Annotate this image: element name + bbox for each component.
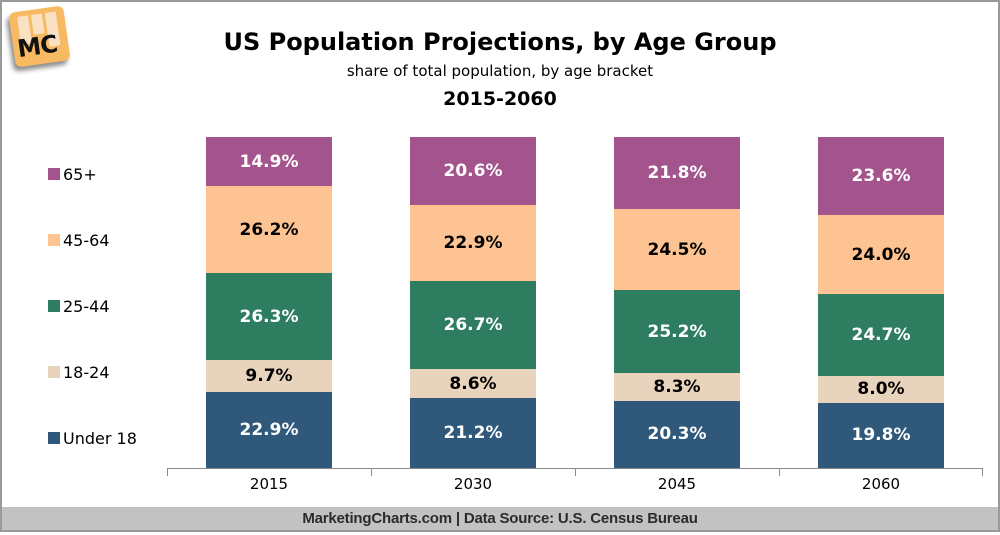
segment-value-label: 23.6%	[851, 166, 911, 187]
stacked-bar-plot: 14.9% 26.2% 26.3% 9.7% 22.9% 2015 20.6% 22.9% 26…	[167, 137, 983, 493]
segment-value-label: 25.2%	[647, 321, 707, 342]
bar-group: 20.6% 22.9% 26.7% 8.6% 21.2% 2030	[371, 137, 575, 493]
legend-swatch	[48, 366, 60, 378]
bar-segment: 14.9%	[206, 137, 332, 187]
segment-value-label: 8.6%	[449, 373, 497, 394]
legend-item: 45-64	[48, 230, 137, 250]
segment-value-label: 20.6%	[443, 161, 503, 182]
legend-swatch	[48, 234, 60, 246]
chart-legend: 65+ 45-64 25-44 18-24 Under 18	[48, 164, 137, 494]
segment-value-label: 26.7%	[443, 315, 503, 336]
x-axis-label: 2060	[861, 475, 901, 493]
bar-segment: 20.6%	[410, 137, 536, 206]
attribution-text: MarketingCharts.com | Data Source: U.S. …	[302, 510, 698, 527]
legend-label: 65+	[63, 164, 97, 184]
bar-segment: 26.7%	[410, 280, 536, 370]
axis-tick	[167, 468, 168, 476]
segment-value-label: 19.8%	[851, 425, 911, 446]
segment-value-label: 8.3%	[653, 377, 701, 398]
bar-segment: 22.9%	[410, 205, 536, 281]
bar-segment: 24.0%	[818, 215, 944, 295]
bar-segment: 19.8%	[818, 402, 944, 468]
legend-swatch	[48, 300, 60, 312]
segment-value-label: 22.9%	[239, 420, 299, 441]
legend-swatch	[48, 168, 60, 180]
segment-value-label: 8.0%	[857, 379, 905, 400]
legend-label: 45-64	[63, 230, 110, 250]
legend-item: 25-44	[48, 296, 137, 316]
legend-label: Under 18	[63, 428, 137, 448]
bar-segment: 26.3%	[206, 273, 332, 361]
x-axis-label: 2015	[249, 475, 289, 493]
segment-value-label: 21.2%	[443, 422, 503, 443]
segment-value-label: 9.7%	[245, 366, 293, 387]
bar-segment: 21.2%	[410, 397, 536, 468]
legend-item: Under 18	[48, 428, 137, 448]
segment-value-label: 24.7%	[851, 325, 911, 346]
legend-item: 65+	[48, 164, 137, 184]
x-axis-label: 2045	[657, 475, 697, 493]
chart-subtitle: share of total population, by age bracke…	[346, 62, 654, 80]
stacked-bar: 23.6% 24.0% 24.7% 8.0% 19.8%	[818, 137, 944, 468]
axis-tick	[779, 468, 780, 476]
x-axis-label: 2030	[453, 475, 493, 493]
segment-value-label: 20.3%	[647, 424, 707, 445]
axis-tick	[575, 468, 576, 476]
bar-segment: 9.7%	[206, 360, 332, 393]
legend-label: 18-24	[63, 362, 110, 382]
bar-segment: 20.3%	[614, 400, 740, 468]
bar-segment: 26.2%	[206, 186, 332, 274]
axis-tick	[371, 468, 372, 476]
attribution-bar: MarketingCharts.com | Data Source: U.S. …	[2, 507, 998, 530]
bar-group: 14.9% 26.2% 26.3% 9.7% 22.9% 2015	[167, 137, 371, 493]
chart-header: US Population Projections, by Age Group …	[2, 2, 998, 110]
bar-group: 21.8% 24.5% 25.2% 8.3% 20.3% 2045	[575, 137, 779, 493]
bar-segment: 8.6%	[410, 369, 536, 398]
stacked-bar: 20.6% 22.9% 26.7% 8.6% 21.2%	[410, 137, 536, 468]
segment-value-label: 21.8%	[647, 163, 707, 184]
bar-segment: 24.7%	[818, 294, 944, 377]
bar-segment: 24.5%	[614, 209, 740, 291]
segment-value-label: 22.9%	[443, 233, 503, 254]
legend-swatch	[48, 432, 60, 444]
segment-value-label: 26.2%	[239, 219, 299, 240]
chart-period: 2015-2060	[443, 88, 557, 110]
stacked-bar: 14.9% 26.2% 26.3% 9.7% 22.9%	[206, 137, 332, 468]
segment-value-label: 14.9%	[239, 151, 299, 172]
bar-segment: 23.6%	[818, 137, 944, 216]
segment-value-label: 26.3%	[239, 306, 299, 327]
segment-value-label: 24.5%	[647, 239, 707, 260]
segment-value-label: 24.0%	[851, 244, 911, 265]
legend-item: 18-24	[48, 362, 137, 382]
legend-label: 25-44	[63, 296, 110, 316]
bar-segment: 8.0%	[818, 376, 944, 403]
bar-segment: 22.9%	[206, 392, 332, 468]
bar-segment: 25.2%	[614, 290, 740, 374]
bar-group: 23.6% 24.0% 24.7% 8.0% 19.8% 2060	[779, 137, 983, 493]
axis-tick	[982, 468, 983, 476]
bar-segment: 8.3%	[614, 373, 740, 401]
bar-segment: 21.8%	[614, 137, 740, 210]
chart-title: US Population Projections, by Age Group	[223, 28, 777, 56]
stacked-bar: 21.8% 24.5% 25.2% 8.3% 20.3%	[614, 137, 740, 468]
